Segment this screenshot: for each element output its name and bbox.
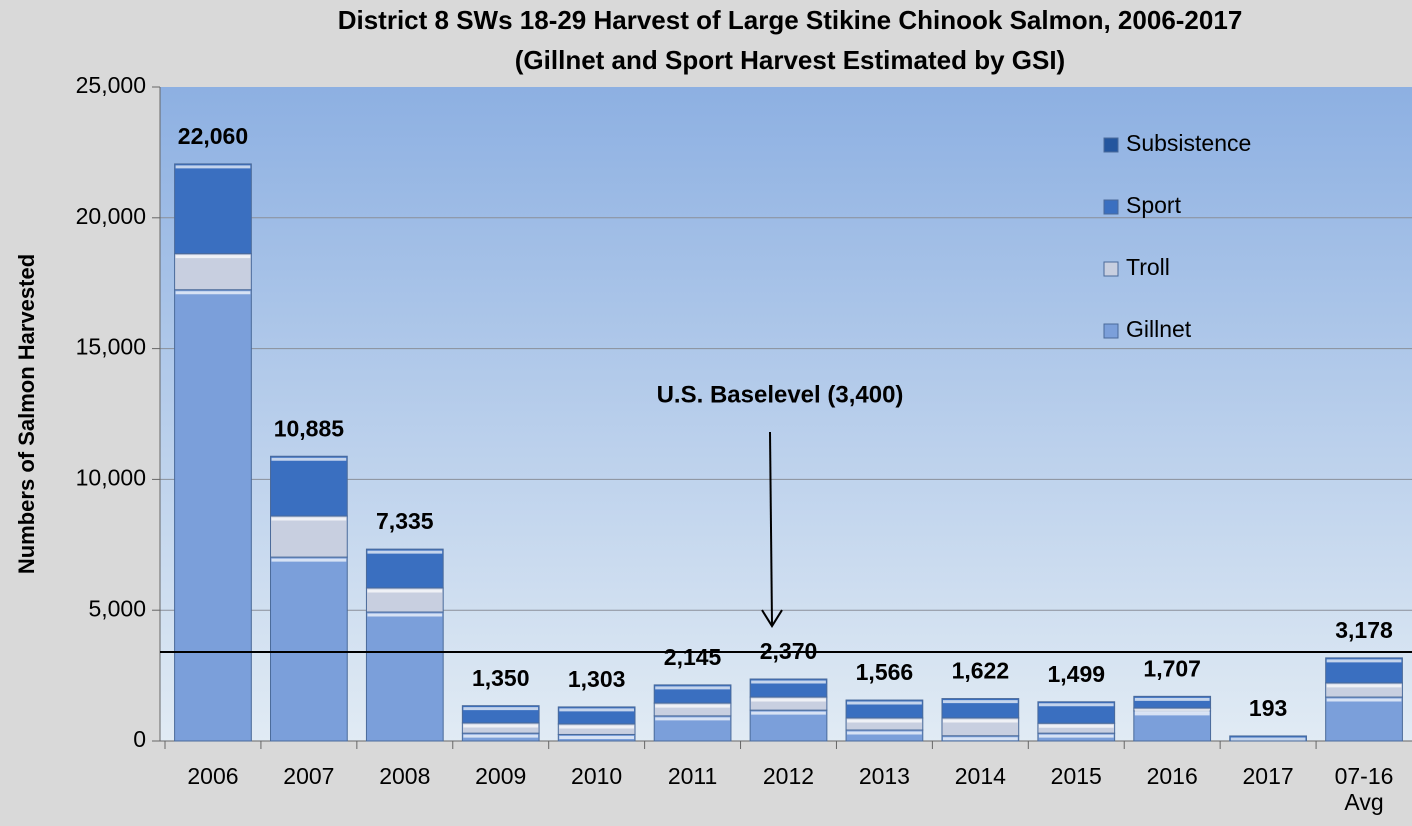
- bar-segment: [941, 698, 1020, 719]
- bar-segment: [1133, 695, 1212, 709]
- bar-segment: [174, 163, 252, 255]
- x-tick-label: 2013: [858, 763, 910, 789]
- legend-swatch: [1103, 261, 1119, 277]
- total-label: 10,885: [274, 415, 345, 441]
- bar-segment: [270, 556, 348, 742]
- total-label: 1,566: [856, 659, 914, 685]
- legend-label: Troll: [1126, 254, 1170, 280]
- y-tick-label: 20,000: [76, 203, 146, 229]
- y-tick-label: 10,000: [76, 464, 146, 490]
- x-tick-label: 2008: [379, 763, 431, 789]
- x-tick-label: 07-16 Avg: [1334, 763, 1394, 815]
- bar-segment: [653, 684, 732, 704]
- arrow-head: [761, 609, 783, 628]
- total-label: 1,622: [952, 658, 1010, 684]
- x-tick-label: 2017: [1242, 763, 1294, 789]
- y-tick-label: 15,000: [76, 334, 146, 360]
- legend-swatch: [1103, 137, 1119, 153]
- bar-segment: [270, 455, 348, 517]
- y-axis-label: Numbers of Salmon Harvested: [14, 254, 39, 574]
- x-tick-label: 2007: [283, 763, 335, 789]
- x-tick-label: 2009: [475, 763, 527, 789]
- total-label: 2,145: [664, 644, 722, 670]
- arrow-shaft: [769, 431, 773, 625]
- x-tick-label: 2011: [667, 763, 718, 789]
- bar-segment: [749, 709, 828, 742]
- total-label: 193: [1249, 695, 1287, 721]
- x-tick-label: 2006: [187, 763, 239, 789]
- legend-label: Subsistence: [1126, 130, 1251, 156]
- total-label: 1,707: [1143, 655, 1201, 681]
- total-label: 1,303: [568, 666, 626, 692]
- x-tick-label: 2015: [1050, 763, 1102, 789]
- x-tick-label: 2014: [954, 763, 1006, 789]
- total-label: 22,060: [178, 123, 248, 149]
- chart-subtitle: (Gillnet and Sport Harvest Estimated by …: [515, 45, 1065, 75]
- chart-title: District 8 SWs 18-29 Harvest of Large St…: [338, 5, 1243, 35]
- bar-segment: [1037, 701, 1116, 724]
- total-label: 3,178: [1335, 617, 1393, 643]
- x-tick-label: 2012: [762, 763, 815, 789]
- legend-label: Sport: [1126, 192, 1182, 218]
- bar-segment: [270, 515, 348, 558]
- legend-label: Gillnet: [1126, 316, 1192, 342]
- bar-segment: [174, 289, 252, 742]
- y-tick-label: 25,000: [76, 72, 146, 98]
- total-label: 1,499: [1047, 661, 1105, 687]
- bar-segment: [1133, 710, 1212, 742]
- x-tick-label: 2016: [1146, 763, 1198, 789]
- bar-segment: [1037, 722, 1116, 734]
- total-label: 7,335: [376, 508, 434, 534]
- bar-segment: [749, 678, 828, 698]
- y-tick-label: 5,000: [88, 595, 146, 621]
- x-tick-label: 2010: [571, 763, 623, 789]
- bar-segment: [365, 548, 444, 589]
- y-tick-label: 0: [133, 726, 146, 752]
- total-label: 1,350: [472, 665, 530, 691]
- bar-segment: [1325, 696, 1403, 742]
- bar-segment: [174, 253, 252, 291]
- bar-segment: [365, 611, 444, 742]
- legend-swatch: [1103, 199, 1119, 215]
- legend-swatch: [1103, 323, 1119, 339]
- baseline-label: U.S. Baselevel (3,400): [657, 381, 904, 408]
